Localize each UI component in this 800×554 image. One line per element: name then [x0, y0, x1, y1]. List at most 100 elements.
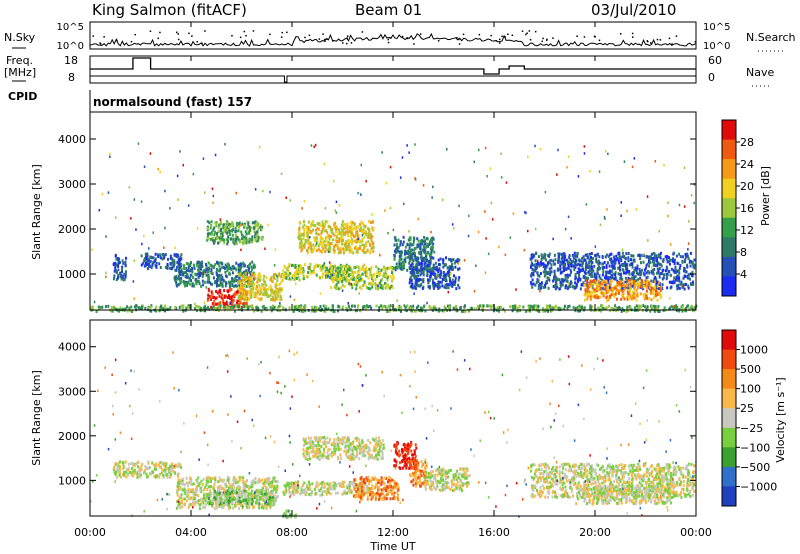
echo-cell	[213, 506, 216, 510]
echo-cell	[163, 464, 166, 468]
echo-cell	[475, 307, 478, 311]
echo-cell	[565, 258, 568, 262]
echo-cell	[377, 267, 380, 271]
echo-cell	[430, 230, 432, 234]
echo-cell	[691, 270, 694, 274]
echo-cell	[126, 305, 129, 309]
echo-cell	[240, 248, 242, 252]
echo-cell	[530, 259, 533, 263]
echo-cell	[298, 244, 301, 248]
echo-cell	[170, 467, 173, 471]
echo-cell	[657, 310, 660, 313]
echo-cell	[595, 293, 598, 297]
echo-cell	[149, 255, 152, 259]
echo-cell	[216, 302, 219, 306]
echo-cell	[180, 270, 183, 274]
echo-cell	[222, 305, 225, 309]
nsearch-dot	[281, 31, 283, 34]
echo-cell	[180, 268, 183, 272]
echo-cell	[114, 261, 116, 265]
echo-cell	[259, 288, 262, 292]
echo-cell	[543, 284, 546, 288]
echo-cell	[328, 234, 331, 238]
echo-cell	[361, 229, 364, 233]
echo-cell	[590, 252, 593, 255]
echo-cell	[544, 253, 547, 257]
echo-cell	[361, 272, 364, 276]
echo-cell	[421, 287, 424, 290]
echo-cell	[540, 281, 543, 285]
echo-cell	[180, 263, 183, 266]
echo-cell	[239, 301, 242, 305]
echo-cell	[422, 273, 425, 277]
echo-cell	[372, 249, 375, 253]
echo-cell	[404, 305, 407, 309]
echo-cell	[358, 285, 361, 289]
echo-cell	[242, 270, 245, 274]
echo-cell	[650, 279, 653, 283]
echo-cell	[569, 258, 572, 261]
echo-cell	[321, 264, 324, 268]
echo-cell	[500, 176, 503, 179]
echo-cell	[632, 254, 635, 258]
echo-cell	[377, 284, 379, 288]
echo-cell	[432, 271, 435, 275]
echo-cell	[188, 304, 191, 308]
echo-cell	[554, 258, 557, 262]
echo-cell	[149, 305, 152, 309]
echo-cell	[201, 279, 204, 283]
echo-cell	[174, 471, 177, 475]
echo-cell	[235, 229, 238, 233]
echo-cell	[531, 262, 533, 266]
echo-cell	[682, 285, 684, 288]
echo-cell	[426, 301, 428, 305]
echo-cell	[576, 306, 579, 310]
echo-cell	[418, 263, 421, 267]
echo-cell	[410, 252, 413, 256]
echo-cell	[241, 302, 244, 306]
echo-cell	[370, 267, 373, 271]
echo-cell	[587, 282, 590, 286]
echo-cell	[133, 198, 136, 201]
echo-cell	[280, 298, 283, 301]
echo-cell	[327, 224, 330, 228]
echo-cell	[569, 268, 572, 272]
echo-cell	[618, 272, 621, 276]
echo-cell	[233, 304, 236, 308]
echo-cell	[340, 273, 343, 277]
echo-cell	[621, 277, 624, 281]
echo-cell	[251, 485, 254, 488]
echo-cell	[179, 262, 182, 266]
echo-cell	[564, 227, 567, 231]
echo-cell	[169, 256, 172, 260]
echo-cell	[223, 241, 226, 245]
echo-cell	[197, 305, 200, 309]
echo-cell	[363, 263, 365, 267]
echo-cell	[389, 286, 392, 290]
power-colorbar-swatch	[722, 198, 736, 219]
echo-cell	[576, 271, 579, 274]
echo-cell	[210, 271, 213, 275]
echo-cell	[684, 252, 687, 256]
echo-cell	[346, 241, 349, 245]
echo-cell	[437, 274, 439, 277]
nsearch-dot	[342, 42, 344, 44]
echo-cell	[617, 289, 620, 293]
echo-cell	[451, 258, 454, 262]
echo-cell	[364, 250, 367, 254]
power-echoes	[90, 142, 698, 313]
echo-cell	[407, 238, 410, 242]
echo-cell	[345, 275, 348, 279]
echo-cell	[229, 223, 232, 227]
echo-cell	[666, 255, 668, 258]
echo-cell	[448, 277, 451, 281]
echo-cell	[617, 281, 620, 284]
echo-cell	[509, 236, 512, 239]
echo-cell	[146, 263, 149, 266]
echo-cell	[240, 279, 243, 283]
echo-cell	[566, 166, 568, 169]
nsearch-dot	[134, 33, 136, 36]
echo-cell	[333, 233, 336, 237]
echo-cell	[409, 278, 411, 282]
freq-unit: [MHz]	[4, 66, 36, 79]
